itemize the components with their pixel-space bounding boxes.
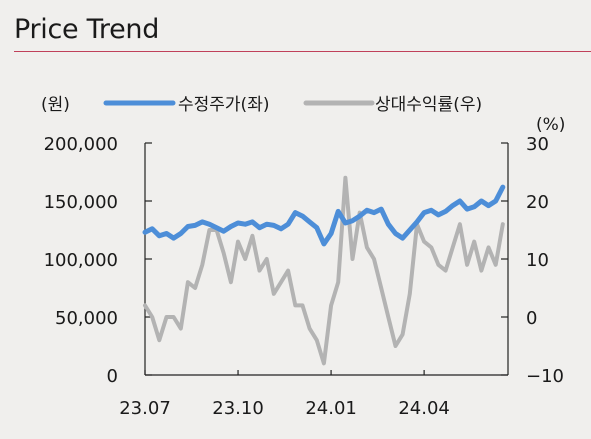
x-tick-label: 24.01 <box>305 398 357 419</box>
chart-title: Price Trend <box>14 14 160 45</box>
left-tick-label: 100,000 <box>44 250 118 271</box>
right-unit-label: (%) <box>536 115 565 135</box>
chart-legend: 수정주가(좌) 상대수익률(우) <box>103 95 482 115</box>
left-tick-label: 200,000 <box>44 134 118 155</box>
left-tick-label: 0 <box>107 366 118 387</box>
x-tick-label: 24.04 <box>398 398 450 419</box>
right-tick-label: 20 <box>526 192 549 213</box>
series-line-adjusted-price <box>142 184 506 247</box>
left-unit-label: (원) <box>41 95 70 115</box>
left-tick-label: 50,000 <box>55 308 118 329</box>
title-divider <box>14 51 591 52</box>
x-tick-label: 23.10 <box>212 398 264 419</box>
series-line-relative-return <box>143 175 505 366</box>
legend-label-adjusted-price: 수정주가(좌) <box>178 95 269 115</box>
series-layer <box>142 175 506 366</box>
left-tick-label: 150,000 <box>44 192 118 213</box>
right-tick-label: 0 <box>526 308 537 329</box>
x-tick-label: 23.07 <box>119 398 171 419</box>
right-tick-label: −10 <box>526 366 564 387</box>
right-tick-label: 10 <box>526 250 549 271</box>
legend-label-relative-return: 상대수익률(우) <box>375 95 482 115</box>
right-tick-label: 30 <box>526 134 549 155</box>
chart-axes: 200,000 150,000 100,000 50,000 0 30 20 10 0 −10 23… <box>41 95 565 419</box>
